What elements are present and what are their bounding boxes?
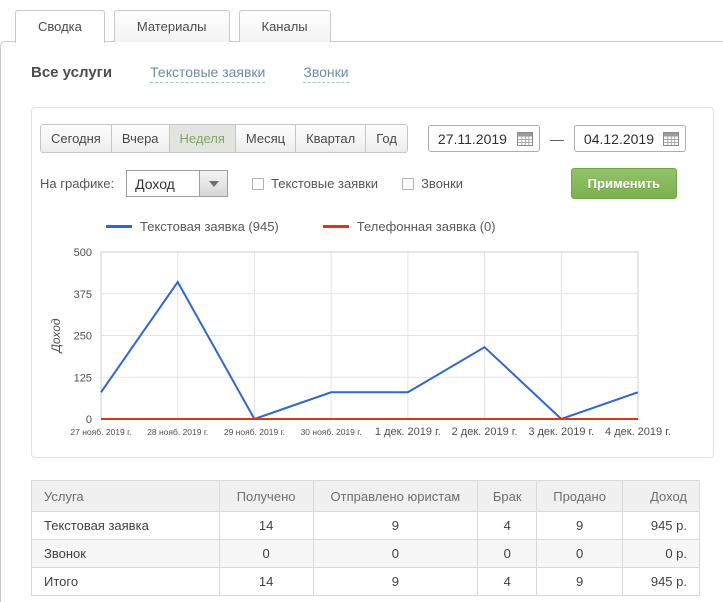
table-cell: 4 xyxy=(477,567,538,596)
table-cell: 0 xyxy=(477,539,538,568)
table-header-row: Услуга Получено Отправлено юристам Брак Прод… xyxy=(31,480,700,512)
table-cell: 14 xyxy=(218,567,314,596)
tab[interactable]: Материалы xyxy=(113,10,230,42)
svg-text:Доход: Доход xyxy=(49,318,63,354)
svg-text:2 дек. 2019 г.: 2 дек. 2019 г. xyxy=(452,426,518,438)
svg-text:30 нояб. 2019 г.: 30 нояб. 2019 г. xyxy=(301,427,362,437)
date-to-input[interactable]: 04.12.2019 xyxy=(573,125,686,152)
date-from-value: 27.11.2019 xyxy=(437,130,507,147)
calendar-icon[interactable] xyxy=(662,131,679,146)
legend-swatch xyxy=(322,225,349,228)
table-cell: 945 р. xyxy=(622,567,700,596)
legend-swatch xyxy=(106,225,132,228)
table-cell: 9 xyxy=(536,511,624,540)
period-button[interactable]: Месяц xyxy=(234,125,296,152)
series-checkbox[interactable]: Текстовые заявки xyxy=(252,176,378,191)
tab[interactable]: Каналы xyxy=(238,10,331,42)
svg-text:27 нояб. 2019 г.: 27 нояб. 2019 г. xyxy=(70,427,131,437)
period-row: Сегодня Вчера Неделя Месяц Квартал Год 27.11.… xyxy=(40,124,713,153)
svg-text:375: 375 xyxy=(74,289,92,301)
apply-button[interactable]: Применить xyxy=(570,168,677,199)
table-cell: 0 xyxy=(536,539,624,568)
filter-panel: Сегодня Вчера Неделя Месяц Квартал Год 27.11.… xyxy=(31,107,714,458)
table-cell: 0 xyxy=(312,539,479,568)
filter-text-requests[interactable]: Текстовые заявки xyxy=(150,64,266,83)
checkbox-box[interactable] xyxy=(402,177,415,190)
table-cell: 0 р. xyxy=(622,539,700,568)
table-header-cell: Продано xyxy=(536,480,624,512)
legend-item: Телефонная заявка (0) xyxy=(322,219,496,234)
svg-text:500: 500 xyxy=(74,247,92,259)
period-button[interactable]: Год xyxy=(365,125,407,152)
calendar-icon[interactable] xyxy=(516,131,533,146)
checkbox-box[interactable] xyxy=(252,177,265,190)
table-cell: 9 xyxy=(312,567,479,596)
svg-text:4 дек. 2019 г.: 4 дек. 2019 г. xyxy=(605,426,671,438)
table-cell: Итого xyxy=(31,567,220,596)
table-header-cell: Получено xyxy=(218,480,314,512)
checkbox-label: Текстовые заявки xyxy=(271,176,379,191)
table-row: Итого 14 9 4 9 945 р. xyxy=(31,567,700,596)
legend-label: Текстовая заявка (945) xyxy=(140,219,279,234)
date-to-value: 04.12.2019 xyxy=(583,130,654,147)
date-range-separator: — xyxy=(549,130,564,147)
table-cell: Текстовая заявка xyxy=(31,511,220,540)
table-row: Текстовая заявка 14 9 4 9 945 р. xyxy=(31,511,700,540)
summary-table: Услуга Получено Отправлено юристам Брак Прод… xyxy=(31,480,700,596)
period-button-group: Сегодня Вчера Неделя Месяц Квартал Год xyxy=(40,124,408,153)
metric-select[interactable]: Доход xyxy=(126,170,229,197)
chart-legend: Текстовая заявка (945) Телефонная заявка … xyxy=(106,219,713,234)
table-cell: 14 xyxy=(218,511,314,540)
period-button[interactable]: Сегодня xyxy=(41,125,111,152)
table-cell: 9 xyxy=(536,567,624,596)
tab[interactable]: Сводка xyxy=(15,10,105,43)
table-cell: Звонок xyxy=(31,539,220,568)
select-arrow-button[interactable] xyxy=(199,171,228,196)
legend-item: Текстовая заявка (945) xyxy=(106,219,279,234)
chevron-down-icon xyxy=(208,180,219,187)
filter-all-services[interactable]: Все услуги xyxy=(31,64,113,81)
tab-content: Все услуги Текстовые заявки Звонки Сегод… xyxy=(0,41,723,602)
table-cell: 9 xyxy=(312,511,479,540)
checkbox-label: Звонки xyxy=(421,176,464,191)
period-button[interactable]: Вчера xyxy=(110,125,169,152)
table-row: Звонок 0 0 0 0 0 р. xyxy=(31,539,700,568)
service-filters: Все услуги Текстовые заявки Звонки xyxy=(31,42,713,83)
table-header-cell: Услуга xyxy=(31,480,220,512)
filter-calls[interactable]: Звонки xyxy=(303,64,349,83)
svg-text:250: 250 xyxy=(74,331,92,343)
period-button[interactable]: Неделя xyxy=(168,125,235,152)
svg-text:29 нояб. 2019 г.: 29 нояб. 2019 г. xyxy=(224,427,285,437)
tab-bar: Сводка Материалы Каналы xyxy=(0,0,723,43)
date-from-input[interactable]: 27.11.2019 xyxy=(427,125,540,152)
graph-controls-row: На графике: Доход Текстовые заявки Звонки… xyxy=(40,168,713,199)
table-header-cell: Брак xyxy=(477,480,538,512)
svg-text:3 дек. 2019 г.: 3 дек. 2019 г. xyxy=(528,426,594,438)
line-chart: 0 125 250 375 500 27 нояб. 2019 г. 28 нояб. 20… xyxy=(49,247,671,438)
legend-label: Телефонная заявка (0) xyxy=(356,219,496,234)
svg-text:0: 0 xyxy=(86,414,92,426)
date-range: 27.11.2019 — 04.12.2019 xyxy=(427,125,686,152)
period-button[interactable]: Квартал xyxy=(295,125,366,152)
table-cell: 945 р. xyxy=(622,511,700,540)
table-body: Текстовая заявка 14 9 4 9 945 р. Звонок 0 0 0 0 0 р… xyxy=(31,511,700,596)
metric-select-value: Доход xyxy=(135,176,175,192)
svg-text:125: 125 xyxy=(74,372,92,384)
series-checkboxes: Текстовые заявки Звонки xyxy=(228,176,463,191)
graph-metric-label: На графике: xyxy=(40,176,115,191)
table-cell: 4 xyxy=(477,511,538,540)
svg-text:28 нояб. 2019 г.: 28 нояб. 2019 г. xyxy=(147,427,208,437)
table-cell: 0 xyxy=(218,539,314,568)
table-header-cell: Отправлено юристам xyxy=(312,480,479,512)
chart-area: 0 125 250 375 500 27 нояб. 2019 г. 28 нояб. 20… xyxy=(46,246,713,445)
series-checkbox[interactable]: Звонки xyxy=(402,176,463,191)
series-line xyxy=(100,280,639,421)
svg-text:1 дек. 2019 г.: 1 дек. 2019 г. xyxy=(375,426,441,438)
table-header-cell: Доход xyxy=(622,480,700,512)
